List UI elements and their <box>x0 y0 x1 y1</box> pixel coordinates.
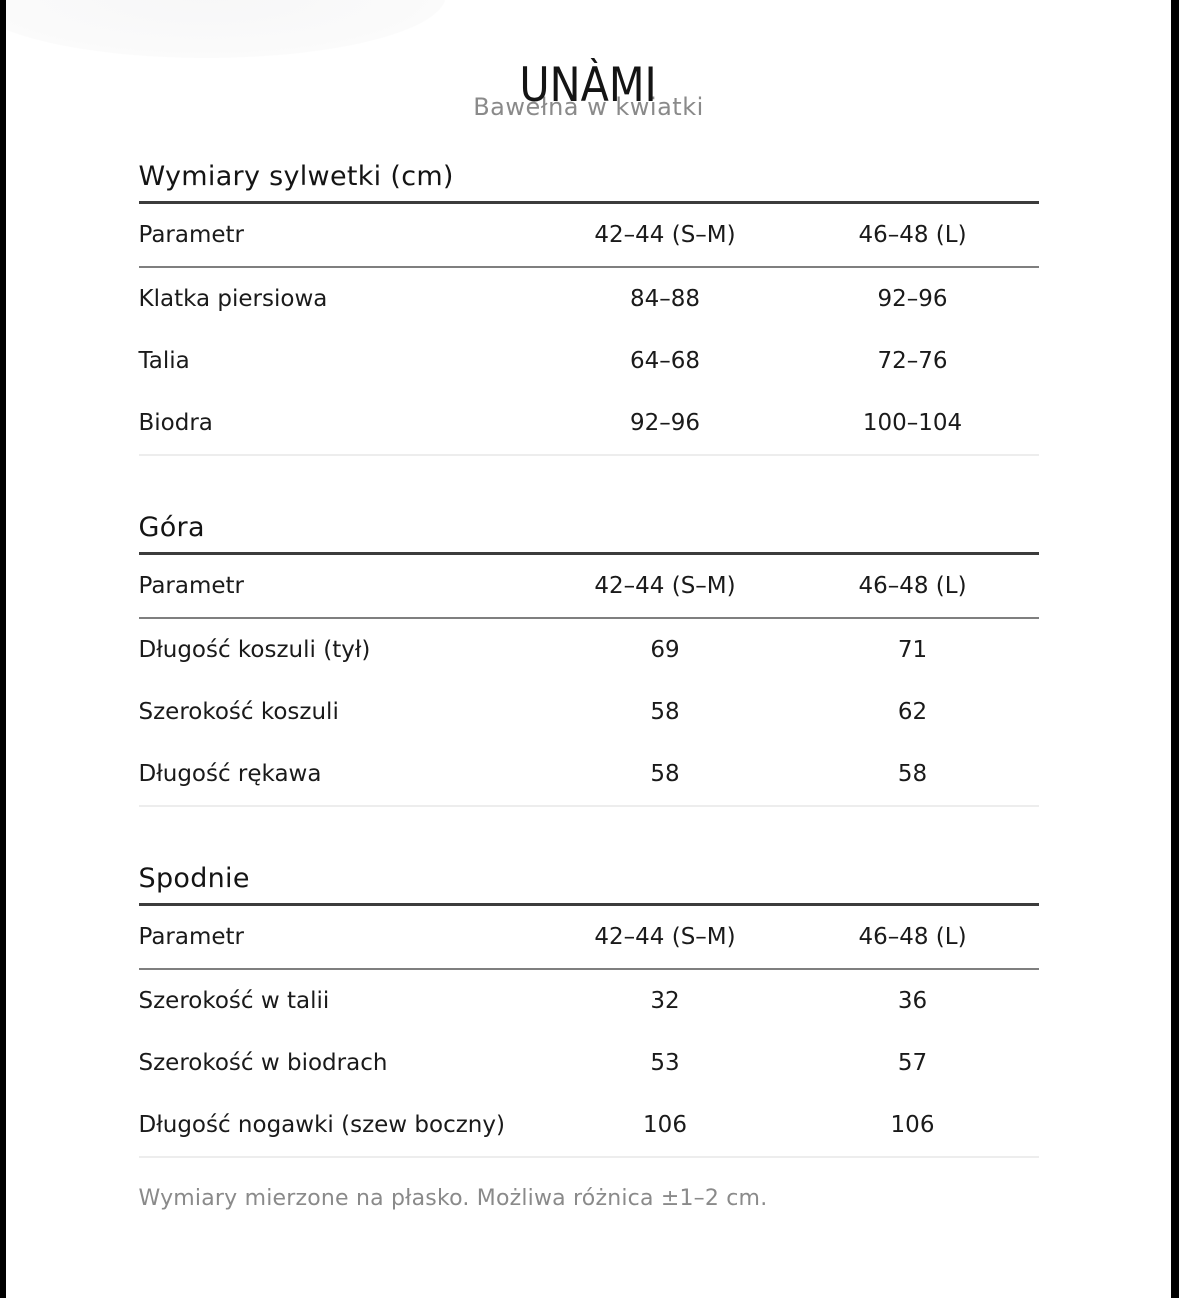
value-sm: 58 <box>650 761 680 787</box>
value-l: 71 <box>897 637 928 663</box>
value-l: 72–76 <box>877 348 948 374</box>
table-row: Biodra 92–96 100–104 <box>138 392 1039 455</box>
section-title: Wymiary sylwetki (cm) <box>138 161 454 192</box>
value-sm: 32 <box>650 988 680 1014</box>
body-measurements-table: Parametr 42–44 (S–M) 46–48 (L) Klatka pi… <box>138 204 1039 456</box>
value-sm: 53 <box>650 1050 680 1076</box>
size-chart-page: UNÀMI Bawełna w kwiatki Wymiary sylwetki… <box>6 0 1171 1298</box>
row-label: Długość nogawki (szew boczny) <box>138 1112 505 1138</box>
size-l-column-header: 46–48 (L) <box>858 222 967 248</box>
param-column-header: Parametr <box>138 573 245 599</box>
table-row: Klatka piersiowa 84–88 92–96 <box>139 267 1039 330</box>
table-header-row: Parametr 42–44 (S–M) 46–48 (L) <box>138 555 1039 618</box>
brand-subtitle: Bawełna w kwiatki <box>473 93 704 121</box>
value-l: 62 <box>897 699 928 725</box>
row-label: Talia <box>138 348 190 374</box>
pants-table: Parametr 42–44 (S–M) 46–48 (L) Szerokość… <box>138 906 1039 1158</box>
param-column-header: Parametr <box>138 924 245 950</box>
table-row: Szerokość w biodrach 53 57 <box>139 1032 1039 1094</box>
value-l: 57 <box>897 1050 928 1076</box>
row-label: Biodra <box>138 410 213 436</box>
size-l-column-header: 46–48 (L) <box>858 924 967 950</box>
table-row: Długość nogawki (szew boczny) 106 106 <box>138 1094 1039 1157</box>
measurement-disclaimer-note: Wymiary mierzone na płasko. Możliwa różn… <box>138 1186 768 1211</box>
table-row: Talia 64–68 72–76 <box>139 330 1039 392</box>
value-l: 36 <box>897 988 928 1014</box>
section-pants: Spodnie Parametr 42–44 (S–M) 46–48 (L) S… <box>138 863 1039 1158</box>
row-label: Szerokość w talii <box>138 988 330 1014</box>
section-title-rule <box>138 903 1039 906</box>
row-label: Szerokość koszuli <box>138 699 339 725</box>
table-row: Szerokość w talii 32 36 <box>139 969 1039 1032</box>
row-label: Długość rękawa <box>138 761 322 787</box>
section-title-rule <box>138 201 1039 204</box>
section-title: Góra <box>138 512 205 543</box>
size-sm-column-header: 42–44 (S–M) <box>594 573 736 599</box>
value-l: 106 <box>890 1112 935 1138</box>
size-sm-column-header: 42–44 (S–M) <box>594 924 736 950</box>
section-title: Spodnie <box>138 863 250 894</box>
top-garment-table: Parametr 42–44 (S–M) 46–48 (L) Długość k… <box>138 555 1039 807</box>
table-header-row: Parametr 42–44 (S–M) 46–48 (L) <box>138 906 1039 969</box>
value-sm: 92–96 <box>629 410 701 436</box>
value-l: 100–104 <box>862 410 963 436</box>
value-l: 58 <box>897 761 928 787</box>
brand-header: UNÀMI Bawełna w kwiatki <box>6 0 1171 121</box>
value-sm: 58 <box>650 699 680 725</box>
size-l-column-header: 46–48 (L) <box>858 573 967 599</box>
table-row: Długość koszuli (tył) 69 71 <box>139 618 1039 681</box>
table-row: Długość rękawa 58 58 <box>138 743 1039 806</box>
size-chart-content: Wymiary sylwetki (cm) Parametr 42–44 (S–… <box>138 161 1039 1211</box>
brand-title: UNÀMI <box>519 58 658 113</box>
table-header-row: Parametr 42–44 (S–M) 46–48 (L) <box>138 204 1039 267</box>
row-label: Klatka piersiowa <box>138 286 328 312</box>
value-sm: 84–88 <box>629 286 701 312</box>
section-body-measurements: Wymiary sylwetki (cm) Parametr 42–44 (S–… <box>138 161 1039 456</box>
table-row: Szerokość koszuli 58 62 <box>139 681 1039 743</box>
section-top-garment: Góra Parametr 42–44 (S–M) 46–48 (L) Dług… <box>138 512 1039 807</box>
param-column-header: Parametr <box>138 222 245 248</box>
row-label: Szerokość w biodrach <box>138 1050 388 1076</box>
value-l: 92–96 <box>877 286 948 312</box>
value-sm: 69 <box>650 637 680 663</box>
value-sm: 64–68 <box>629 348 701 374</box>
value-sm: 106 <box>643 1112 687 1138</box>
section-title-rule <box>138 552 1039 555</box>
size-sm-column-header: 42–44 (S–M) <box>594 222 736 248</box>
row-label: Długość koszuli (tył) <box>138 637 371 663</box>
